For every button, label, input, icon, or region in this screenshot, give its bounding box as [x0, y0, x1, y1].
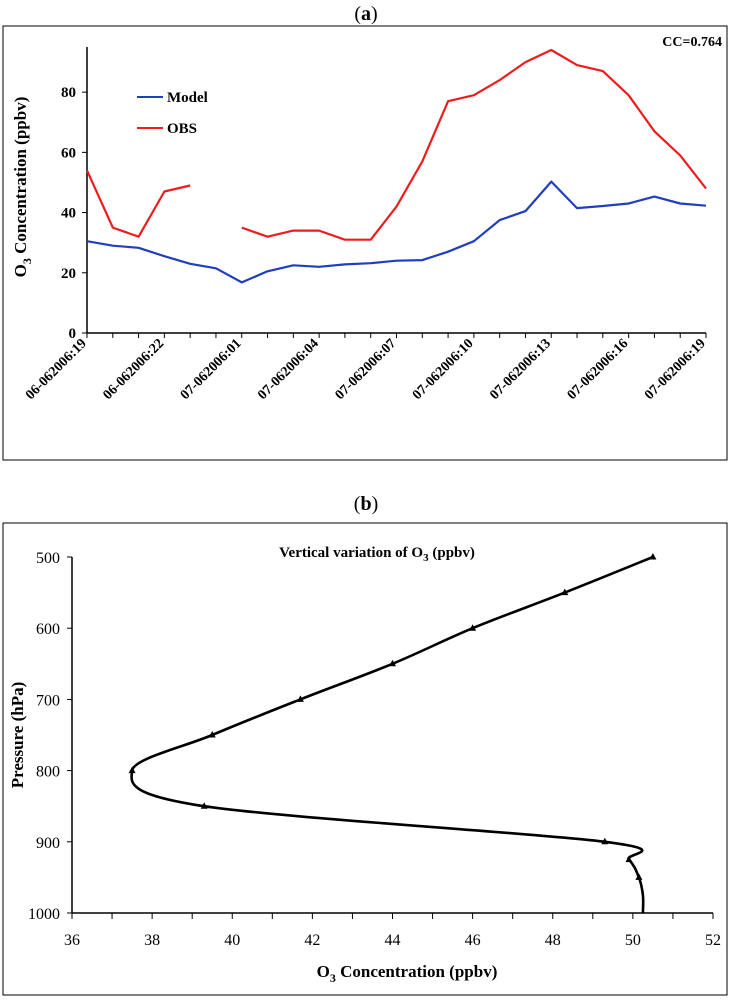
legend-model-label: Model: [167, 90, 208, 106]
profile-marker: [389, 659, 396, 667]
panel-b-frame: [2, 522, 728, 996]
x-tick-label: 06-062006:22: [101, 336, 168, 403]
profile-marker: [128, 766, 136, 774]
x-tick-label: 50: [625, 932, 641, 949]
profile-marker: [649, 553, 657, 560]
series-line-obs: [241, 48, 707, 241]
x-tick-label: 07-062006:04: [255, 336, 322, 403]
x-label-subscript: 3: [330, 971, 336, 985]
y-tick-label: 20: [61, 266, 76, 282]
panel-a-letter: a: [361, 3, 371, 25]
x-tick-label: 06-062006:19: [23, 336, 90, 403]
y-tick-label: 600: [36, 621, 60, 638]
x-tick-label: 07-062006:01: [178, 336, 245, 403]
profile-marker: [561, 588, 569, 596]
x-tick-label: 48: [545, 932, 561, 949]
panel-b-letter: b: [360, 493, 371, 515]
correlation-annotation: CC=0.764: [662, 35, 722, 50]
x-tick-label: 07-062006:10: [410, 336, 477, 403]
panel-a-series: [85, 48, 707, 284]
x-tick-label: 07-062006:16: [565, 336, 632, 403]
series-line-model: [86, 180, 707, 284]
x-tick-label: 46: [465, 932, 481, 949]
x-tick-label: 52: [705, 932, 721, 949]
y-tick-label: 800: [36, 764, 60, 781]
y-tick-label: 900: [36, 835, 60, 852]
profile-marker: [469, 624, 477, 631]
x-tick-label: 07-062006:07: [333, 336, 400, 403]
panel-b-label: (b): [354, 493, 378, 515]
panel-a-label: (a): [354, 3, 377, 25]
x-tick-label: 44: [385, 932, 401, 949]
x-label-o: O: [317, 962, 330, 981]
x-label-rest: Concentration (ppbv): [336, 962, 498, 981]
legend: Model OBS: [137, 90, 208, 137]
profile-marker: [208, 731, 216, 738]
series-model: [86, 180, 707, 284]
panel-b-title: Vertical variation of O3 (ppbv): [279, 545, 475, 564]
panel-b-axes: [71, 557, 713, 914]
y-label-subscript: 3: [20, 258, 34, 264]
x-tick-label: 36: [64, 932, 80, 949]
panel-b-series: [128, 553, 657, 914]
y-tick-label: 0: [69, 326, 77, 342]
y-tick-label: 40: [61, 206, 76, 222]
y-label-rest: Concentration (ppbv): [11, 97, 30, 259]
series-obs: [85, 48, 707, 241]
y-label-o: O: [11, 264, 30, 277]
x-tick-label: 38: [144, 932, 160, 949]
profile-marker: [635, 873, 643, 880]
x-tick-label: 07-062006:19: [642, 336, 709, 403]
panel-b-x-ticks: 36 38 40 42 44 46 48 50 52: [64, 913, 721, 949]
profile-marker: [625, 855, 633, 863]
profile-line: [130, 555, 654, 914]
panel-a-x-ticks: 06-062006:19 06-062006:22 07-062006:01 07-0…: [23, 333, 709, 403]
y-tick-label: 700: [36, 692, 60, 709]
panel-b: (b) Vertical variation of O3 (ppbv) 5006…: [2, 493, 728, 996]
x-tick-label: 07-062006:13: [487, 336, 554, 403]
panel-b-x-label: O3 Concentration (ppbv): [317, 962, 498, 985]
panel-b-y-ticks: 500 600 700 800 900 1000: [28, 550, 72, 923]
y-tick-label: 60: [61, 145, 76, 161]
panel-b-y-label: Pressure (hPa): [8, 682, 27, 789]
panel-a-frame: [2, 25, 728, 461]
x-tick-label: 40: [224, 932, 240, 949]
title-rest: (ppbv): [429, 545, 475, 561]
panel-a: (a) CC=0.764 0 20 40 60 80 06-062006:19 06-06…: [2, 3, 728, 461]
title-subscript: 3: [423, 552, 429, 564]
profile-marker: [296, 695, 304, 702]
profile-marker: [601, 837, 609, 845]
panel-a-y-label: O3 Concentration (ppbv): [11, 97, 34, 278]
y-tick-label: 80: [61, 85, 76, 101]
panel-a-y-ticks: 0 20 40 60 80: [61, 85, 87, 342]
title-main: Vertical variation of O: [279, 545, 423, 561]
y-tick-label: 1000: [28, 906, 60, 923]
series-line-obs: [85, 169, 191, 238]
profile-marker: [200, 802, 208, 809]
legend-obs-label: OBS: [167, 121, 197, 137]
y-tick-label: 500: [36, 550, 60, 567]
x-tick-label: 42: [304, 932, 320, 949]
